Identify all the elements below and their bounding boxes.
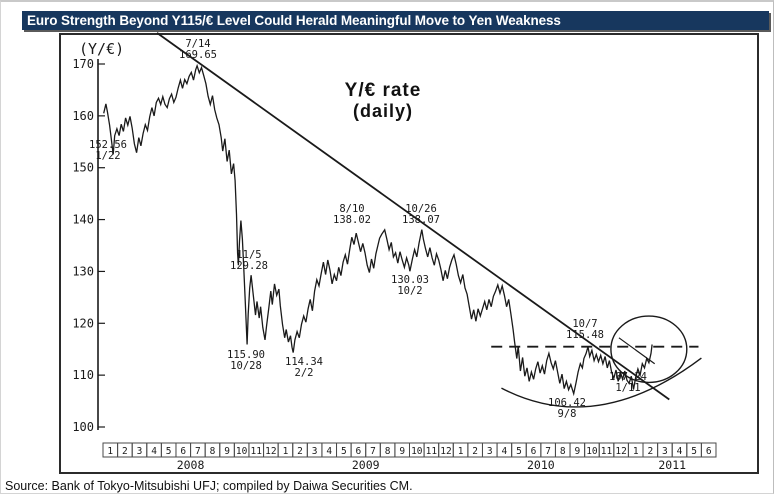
- month-label: 10: [586, 446, 598, 457]
- annotation-text: 138.02: [333, 214, 371, 226]
- month-label: 11: [426, 446, 438, 457]
- price-line: [103, 63, 653, 397]
- year-label: 2010: [527, 458, 555, 472]
- month-label: 1: [458, 446, 464, 457]
- month-label: 6: [180, 446, 186, 457]
- month-label: 4: [151, 446, 157, 457]
- chart-subtitle-text: (daily): [352, 101, 413, 121]
- y-tick-label: 160: [72, 109, 94, 123]
- month-label: 2: [472, 446, 478, 457]
- annotation-text: 115.48: [566, 329, 604, 341]
- chart-frame: [59, 33, 759, 474]
- y-tick-label: 120: [72, 316, 94, 330]
- month-label: 3: [487, 446, 493, 457]
- annotation-text: 11/5: [236, 249, 261, 261]
- year-label: 2009: [352, 458, 380, 472]
- chart-title-text: Y/€ rate: [344, 80, 422, 101]
- annotation-text: 2/2: [295, 367, 314, 379]
- resistance-trendline: [156, 32, 670, 401]
- annotation-text: 107.24: [609, 371, 647, 383]
- month-label: 9: [224, 446, 230, 457]
- month-label: 4: [677, 446, 683, 457]
- y-tick-label: 150: [72, 161, 94, 175]
- month-label: 9: [399, 446, 405, 457]
- month-label: 5: [691, 446, 697, 457]
- annotation-text: 169.65: [179, 49, 217, 61]
- month-label: 3: [137, 446, 143, 457]
- month-label: 2: [297, 446, 303, 457]
- y-tick-label: 140: [72, 213, 94, 227]
- annotation-text: 138.07: [402, 214, 440, 226]
- month-label: 11: [601, 446, 613, 457]
- y-tick-label: 110: [72, 368, 94, 382]
- month-label: 6: [706, 446, 712, 457]
- annotation-text: 7/14: [185, 38, 210, 50]
- leader-line: [618, 337, 656, 365]
- month-label: 5: [341, 446, 347, 457]
- y-tick-label: 130: [72, 264, 94, 278]
- annotation-text: 114.34: [285, 356, 323, 368]
- month-label: 8: [385, 446, 391, 457]
- month-label: 12: [265, 446, 276, 457]
- month-label: 4: [326, 446, 332, 457]
- month-label: 3: [662, 446, 668, 457]
- year-label: 2011: [658, 458, 686, 472]
- y-axis-title: (Y/€): [79, 40, 125, 58]
- month-label: 7: [545, 446, 551, 457]
- annotation-text: 129.28: [230, 260, 268, 272]
- annotation-text: 9/8: [558, 408, 577, 420]
- y-tick-label: 100: [72, 420, 94, 434]
- month-label: 1: [283, 446, 289, 457]
- month-label: 8: [210, 446, 216, 457]
- month-cell: [700, 442, 717, 458]
- report-title-banner: Euro Strength Beyond Y115/€ Level Could …: [22, 11, 769, 30]
- month-label: 6: [531, 446, 537, 457]
- month-label: 4: [501, 446, 507, 457]
- annotation-text: 10/2: [397, 285, 422, 297]
- month-label: 3: [312, 446, 318, 457]
- month-label: 2: [647, 446, 653, 457]
- month-label: 10: [411, 446, 423, 457]
- month-label: 12: [440, 446, 451, 457]
- annotation-text: 10/26: [405, 203, 437, 215]
- highlight-circle: [610, 315, 688, 384]
- month-label: 11: [251, 446, 263, 457]
- annotation-text: 10/28: [230, 360, 262, 372]
- annotation-text: 115.90: [227, 349, 265, 361]
- support-arc: [501, 357, 702, 408]
- month-label: 1: [107, 446, 113, 457]
- annotation-text: 130.03: [391, 274, 429, 286]
- month-label: 8: [560, 446, 566, 457]
- annotation-text: 10/7: [572, 318, 597, 330]
- month-label: 9: [574, 446, 580, 457]
- month-label: 12: [615, 446, 626, 457]
- year-label: 2008: [177, 458, 205, 472]
- month-label: 2: [122, 446, 128, 457]
- chart-inner-title: Y/€ rate (daily): [293, 80, 473, 122]
- month-label: 10: [236, 446, 248, 457]
- annotation-text: 152.56: [89, 139, 127, 151]
- annotation-text: 106.42: [548, 397, 586, 409]
- month-label: 7: [195, 446, 201, 457]
- month-label: 1: [633, 446, 639, 457]
- month-label: 6: [356, 446, 362, 457]
- annotation-text: 1/11: [615, 382, 640, 394]
- y-tick-label: 170: [72, 57, 94, 71]
- month-label: 7: [370, 446, 376, 457]
- month-label: 5: [166, 446, 172, 457]
- annotation-text: 8/10: [339, 203, 364, 215]
- source-line: Source: Bank of Tokyo-Mitsubishi UFJ; co…: [5, 479, 413, 493]
- annotation-text: 1/22: [95, 150, 120, 162]
- month-label: 5: [516, 446, 522, 457]
